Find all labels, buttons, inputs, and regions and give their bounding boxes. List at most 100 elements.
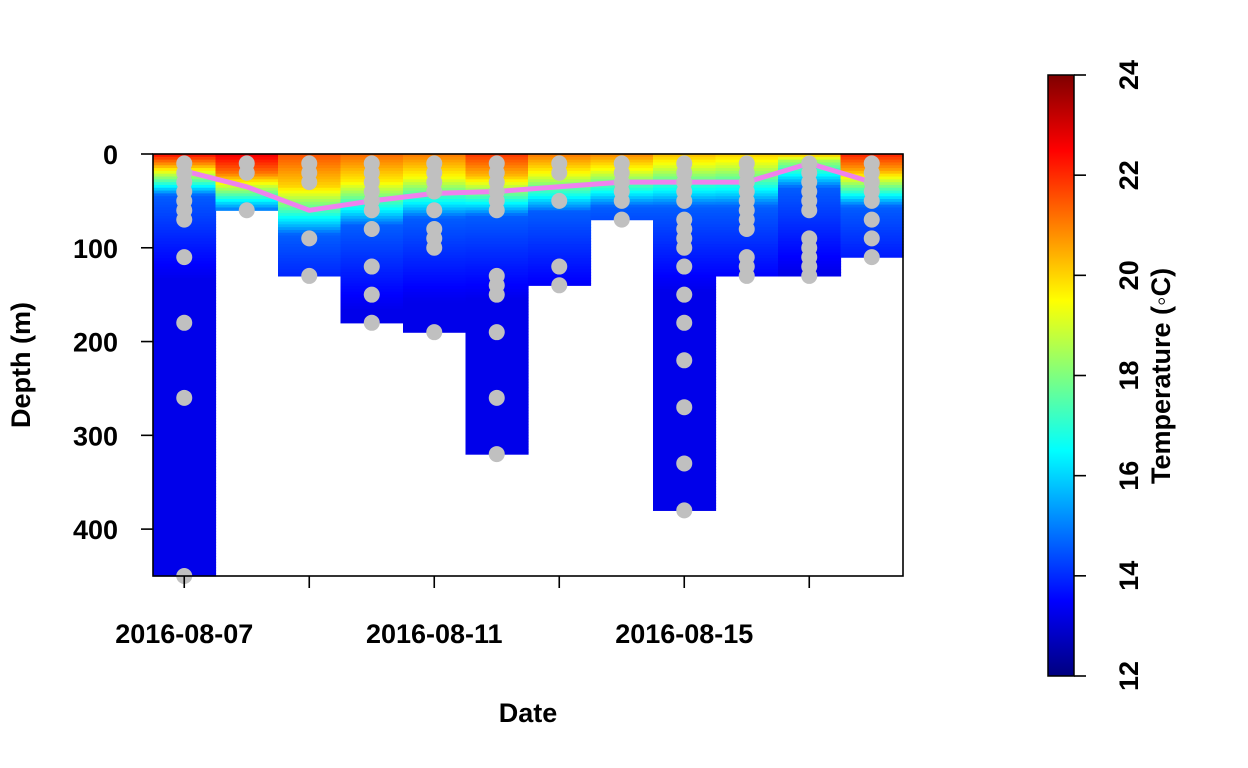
heat-cell: [153, 362, 217, 366]
heat-cell: [153, 457, 217, 462]
heat-cell: [465, 348, 529, 352]
sample-point: [676, 502, 693, 519]
heat-cell: [653, 370, 717, 375]
heat-cell: [465, 418, 529, 422]
heat-cell: [278, 201, 342, 206]
heat-cell: [465, 345, 529, 349]
heat-cell: [653, 207, 717, 211]
heat-cell: [528, 224, 592, 228]
heat-cell: [778, 218, 842, 223]
heat-cell: [403, 280, 467, 285]
heat-cell: [653, 393, 717, 397]
heat-cell: [653, 342, 717, 346]
heat-cell: [153, 294, 217, 299]
heat-cell: [653, 255, 717, 259]
heat-cell: [465, 373, 529, 377]
heat-cell: [528, 252, 592, 256]
heat-cell: [153, 435, 217, 439]
heat-cell: [653, 480, 717, 484]
heat-cell: [653, 373, 717, 377]
heat-cell: [278, 260, 342, 265]
heat-cell: [465, 410, 529, 414]
y-tick-label: 400: [73, 515, 118, 545]
heat-cell: [153, 553, 217, 557]
heat-cell: [153, 246, 217, 251]
sample-point: [488, 286, 505, 303]
heat-cell: [653, 418, 717, 422]
heat-cell: [153, 289, 217, 293]
heat-cell: [778, 221, 842, 225]
heat-cell: [465, 221, 529, 225]
heat-cell: [403, 255, 467, 259]
thermocline-line-group: [183, 160, 873, 213]
sample-point: [426, 239, 443, 256]
heat-cell: [653, 348, 717, 352]
sample-point: [176, 314, 193, 331]
heat-cell: [153, 424, 217, 428]
heat-cell: [653, 500, 717, 504]
heat-cell: [465, 232, 529, 237]
heat-cell: [465, 319, 529, 324]
heat-cell: [528, 235, 592, 239]
sample-point: [863, 211, 880, 228]
heat-cell: [653, 432, 717, 436]
x-tick-label: 2016-08-07: [115, 619, 253, 649]
heat-cell: [403, 305, 467, 310]
sample-point: [363, 202, 380, 219]
heat-cell: [153, 561, 217, 566]
heat-cell: [153, 410, 217, 414]
heat-cell: [278, 224, 342, 228]
heat-cell: [653, 390, 717, 394]
heat-cell: [153, 488, 217, 493]
heat-cell: [153, 407, 217, 411]
sample-point: [676, 192, 693, 209]
sample-point: [363, 221, 380, 238]
heat-cell: [653, 311, 717, 315]
heat-cell: [528, 227, 592, 231]
heat-cell: [278, 199, 342, 203]
heat-cell: [153, 483, 217, 487]
heat-cell: [403, 274, 467, 279]
heat-cell: [153, 455, 217, 459]
heat-cell: [715, 244, 779, 248]
heat-cell: [465, 342, 529, 346]
heat-cell: [153, 359, 217, 363]
heat-cell: [465, 404, 529, 408]
heat-cell: [153, 530, 217, 535]
heat-cell: [403, 303, 467, 307]
heat-cell: [465, 314, 529, 318]
sample-point: [301, 174, 318, 191]
heat-cell: [153, 345, 217, 349]
heat-cell: [153, 348, 217, 352]
sample-point: [488, 389, 505, 406]
heat-cell: [653, 283, 717, 287]
heat-cell: [653, 395, 717, 400]
heat-cell: [465, 376, 529, 380]
heat-cell: [528, 255, 592, 259]
heat-cell: [153, 559, 217, 563]
heat-cell: [528, 238, 592, 242]
heat-cell: [153, 241, 217, 245]
heat-cell: [153, 547, 217, 552]
heat-cell: [153, 269, 217, 273]
heat-cell: [153, 272, 217, 276]
sample-point: [613, 192, 630, 209]
heat-cell: [278, 213, 342, 217]
heat-cell: [465, 235, 529, 239]
heat-cell: [153, 449, 217, 453]
heat-cell: [153, 466, 217, 470]
heat-cell: [153, 286, 217, 290]
heat-cell: [653, 424, 717, 428]
heat-cell: [153, 305, 217, 310]
heat-cell: [153, 494, 217, 498]
heat-cell: [653, 415, 717, 420]
heat-cell: [340, 249, 404, 254]
heat-cell: [153, 370, 217, 375]
heat-cell: [153, 550, 217, 555]
heat-cell: [403, 311, 467, 315]
heat-cell: [153, 471, 217, 476]
heat-cell: [153, 404, 217, 408]
sample-point: [551, 277, 568, 294]
heat-cell: [153, 356, 217, 360]
heat-cell: [653, 384, 717, 389]
